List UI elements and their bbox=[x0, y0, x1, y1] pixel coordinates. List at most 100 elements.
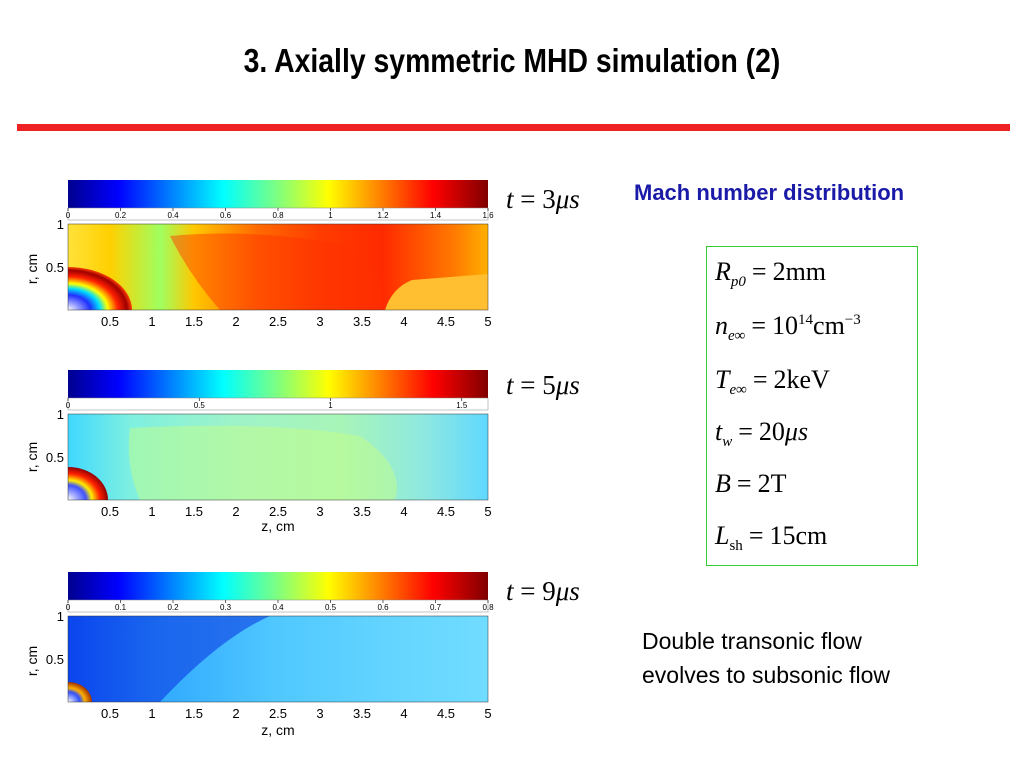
param-subscript: p0 bbox=[730, 274, 746, 290]
param-row-density: ne∞ = 1014cm−3 bbox=[715, 311, 861, 345]
r-axis-label: r, cm bbox=[24, 442, 40, 472]
colorbar-tick-label: 1 bbox=[328, 211, 333, 220]
colorbar-tick-label: 0.1 bbox=[115, 603, 127, 612]
colorbar-tick-label: 0.5 bbox=[194, 401, 206, 410]
time-value: 5 bbox=[542, 370, 556, 400]
param-equals: = bbox=[752, 365, 768, 394]
param-value: 2mm bbox=[772, 257, 827, 286]
param-unit: μs bbox=[784, 417, 809, 446]
r-tick-label: 1 bbox=[57, 407, 64, 422]
z-tick-label: 3 bbox=[316, 314, 323, 329]
z-tick-label: 4.5 bbox=[437, 706, 455, 721]
colorbar-tick-label: 0.4 bbox=[167, 211, 179, 220]
z-tick-label: 4 bbox=[400, 314, 407, 329]
z-tick-label: 3.5 bbox=[353, 706, 371, 721]
param-unit-exponent: −3 bbox=[844, 312, 861, 328]
z-tick-label: 1.5 bbox=[185, 706, 203, 721]
colorbar-tick-label: 0.2 bbox=[167, 603, 179, 612]
colorbar-tick-label: 1.5 bbox=[456, 401, 468, 410]
z-tick-label: 1 bbox=[148, 314, 155, 329]
param-value: 20 bbox=[758, 417, 785, 446]
param-row-field: B = 2T bbox=[715, 469, 786, 499]
colorbar-tick-label: 0.2 bbox=[115, 211, 127, 220]
mach-plot-t5-svg: 0 0.5 1 1.5 10.5 0.5 1 1.5 2 2.5 3 3.5 4 4.5 5 r, cm… bbox=[24, 370, 492, 534]
mach-plot-t9: 0 0.1 0.2 0.3 0.4 0.5 0.6 0.7 0.8 1 0.5 0.5 1 1.5 2 2… bbox=[20, 568, 500, 743]
colorbar-ticks: 0 0.1 0.2 0.3 0.4 0.5 0.6 0.7 0.8 bbox=[66, 600, 494, 612]
plot-frame bbox=[67, 413, 489, 501]
time-equals: = bbox=[520, 184, 536, 214]
colorbar-tick-label: 0 bbox=[66, 603, 71, 612]
plasmoid bbox=[68, 467, 108, 500]
z-axis-label: z, cm bbox=[261, 518, 294, 534]
colorbar-tick-label: 0.3 bbox=[220, 603, 232, 612]
colorbar-ticks: 0 0.2 0.4 0.6 0.8 1 1.2 1.4 1.6 bbox=[66, 208, 494, 220]
z-tick-label: 1 bbox=[148, 504, 155, 519]
param-subscript: e∞ bbox=[729, 382, 747, 398]
time-equals: = bbox=[520, 576, 536, 606]
r-axis-ticks: 10.5 bbox=[46, 609, 64, 667]
plot-frame bbox=[67, 615, 489, 703]
time-label-t3: t = 3μs bbox=[506, 184, 580, 215]
param-symbol: n bbox=[715, 311, 728, 340]
time-equals: = bbox=[520, 370, 536, 400]
z-tick-label: 2.5 bbox=[269, 706, 287, 721]
param-symbol: t bbox=[715, 417, 723, 446]
param-equals: = bbox=[751, 311, 767, 340]
z-tick-label: 0.5 bbox=[101, 314, 119, 329]
param-subscript: sh bbox=[729, 538, 743, 554]
conclusion-line-2: evolves to subsonic flow bbox=[642, 662, 891, 688]
r-tick-label: 0.5 bbox=[46, 450, 64, 465]
time-unit: μs bbox=[555, 576, 580, 606]
time-label-t9: t = 9μs bbox=[506, 576, 580, 607]
colorbar bbox=[68, 370, 488, 398]
param-equals: = bbox=[736, 469, 752, 498]
mach-plot-t3-svg: 0 0.2 0.4 0.6 0.8 1 1.2 1.4 1.6 10.5 0.5 1 1.5 2 2.5… bbox=[24, 180, 494, 329]
param-subscript: w bbox=[722, 434, 733, 450]
time-symbol: t bbox=[506, 370, 514, 400]
param-row-temperature: Te∞ = 2keV bbox=[715, 365, 830, 399]
conclusion-note: Double transonic flow evolves to subsoni… bbox=[642, 624, 972, 692]
colorbar-tick-label: 0.6 bbox=[377, 603, 389, 612]
slide-title: 3. Axially symmetric MHD simulation (2) bbox=[243, 42, 781, 79]
r-tick-label: 0.5 bbox=[46, 260, 64, 275]
param-symbol: L bbox=[715, 521, 730, 550]
z-tick-label: 2 bbox=[232, 706, 239, 721]
param-equals: = bbox=[751, 257, 767, 286]
colorbar-tick-label: 0.5 bbox=[325, 603, 337, 612]
colorbar-tick-label: 0.6 bbox=[220, 211, 232, 220]
r-tick-label: 1 bbox=[57, 217, 64, 232]
z-tick-label: 5 bbox=[484, 706, 491, 721]
title-divider bbox=[17, 124, 1010, 131]
z-tick-label: 1.5 bbox=[185, 314, 203, 329]
colorbar-tick-label: 0 bbox=[66, 211, 71, 220]
z-tick-label: 2.5 bbox=[269, 314, 287, 329]
colorbar-tick-label: 0.8 bbox=[272, 211, 284, 220]
colorbar-tick-label: 0.8 bbox=[482, 603, 494, 612]
param-equals: = bbox=[748, 521, 764, 550]
z-tick-label: 5 bbox=[484, 314, 491, 329]
param-symbol: B bbox=[715, 469, 731, 498]
colorbar-tick-label: 1.6 bbox=[482, 211, 494, 220]
plot-frame bbox=[67, 223, 489, 311]
r-tick-label: 0.5 bbox=[46, 652, 64, 667]
param-exponent: 14 bbox=[798, 312, 814, 328]
parameter-box: Rp0 = 2mm ne∞ = 1014cm−3 Te∞ = 2keV tw = 20μs B =… bbox=[706, 246, 918, 566]
param-symbol: R bbox=[715, 257, 731, 286]
plasmoid bbox=[68, 267, 132, 310]
r-axis-label: r, cm bbox=[24, 254, 40, 284]
z-tick-label: 3.5 bbox=[353, 504, 371, 519]
z-axis-ticks: 0.5 1 1.5 2 2.5 3 3.5 4 4.5 5 bbox=[101, 706, 492, 721]
colorbar-tick-label: 0.7 bbox=[430, 603, 442, 612]
z-tick-label: 4 bbox=[400, 706, 407, 721]
z-tick-label: 1.5 bbox=[185, 504, 203, 519]
z-tick-label: 0.5 bbox=[101, 504, 119, 519]
colorbar-tick-label: 0.4 bbox=[272, 603, 284, 612]
mach-plot-t3: 0 0.2 0.4 0.6 0.8 1 1.2 1.4 1.6 1 0.5 0.5 1 1.5 2 2.5… bbox=[20, 176, 500, 351]
z-tick-label: 5 bbox=[484, 504, 491, 519]
z-tick-label: 4.5 bbox=[437, 504, 455, 519]
colorbar-ticks: 0 0.5 1 1.5 bbox=[66, 398, 468, 410]
mach-heading: Mach number distribution bbox=[634, 180, 904, 206]
time-value: 9 bbox=[542, 576, 556, 606]
z-tick-label: 3 bbox=[316, 706, 323, 721]
param-value: 15cm bbox=[769, 521, 828, 550]
